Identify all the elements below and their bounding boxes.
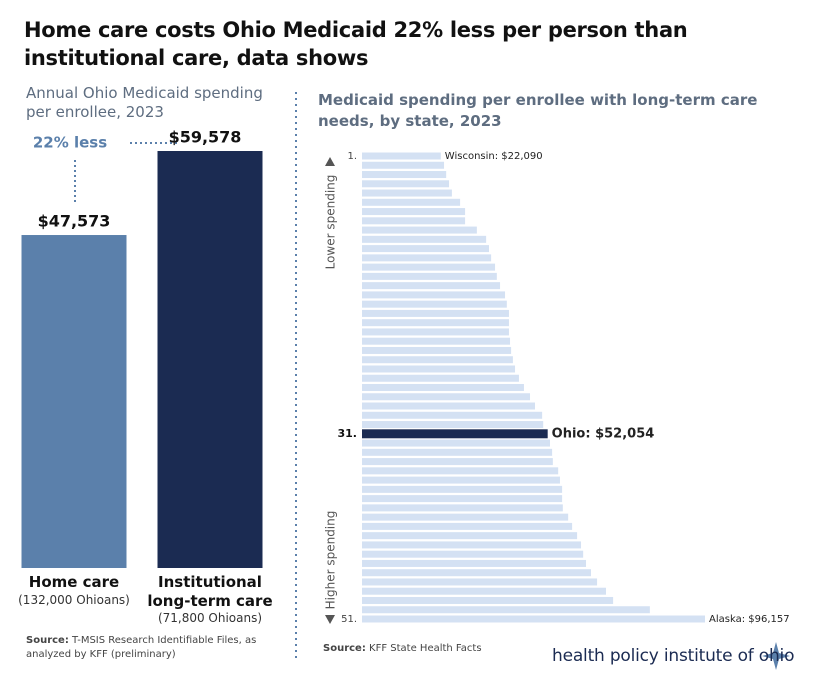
source: Source: T-MSIS Research Identifiable Fil…: [26, 634, 276, 662]
category-label: Institutional long-term care: [147, 573, 273, 610]
value-label: $59,578: [169, 128, 242, 147]
category-label: Home care: [28, 573, 120, 591]
bar: [362, 429, 548, 439]
bar: [362, 152, 441, 160]
axis-label: Lower spending: [324, 175, 338, 270]
bar: [362, 272, 497, 280]
rank-label: 31.: [338, 427, 358, 440]
bar: [362, 606, 650, 614]
value-label: Alaska: $96,157: [709, 614, 790, 625]
bar: [362, 504, 563, 512]
bar: [362, 161, 445, 169]
axis-label: Higher spending: [324, 511, 338, 610]
bar: [21, 235, 127, 568]
rank-label: 1.: [347, 151, 357, 162]
bar: [362, 356, 513, 364]
bar: [362, 550, 584, 558]
arrow-down: [325, 615, 335, 624]
bar: [362, 559, 587, 567]
source-label: Source:: [323, 643, 366, 654]
bar: [362, 171, 447, 179]
bar: [362, 300, 507, 308]
bar: [362, 541, 582, 549]
subtitle: Medicaid spending per enrollee with long…: [318, 91, 758, 130]
bar: [362, 189, 452, 197]
value-label: Ohio: $52,054: [552, 426, 655, 441]
bar: [362, 180, 450, 188]
bar: [362, 393, 531, 401]
bar: [362, 226, 477, 234]
value-label: Wisconsin: $22,090: [445, 151, 543, 162]
bar: [362, 522, 573, 530]
bar: [362, 217, 466, 225]
annotation: 22% less: [33, 134, 107, 152]
source-label: Source:: [26, 635, 69, 646]
source-text: T-MSIS Research Identifiable Files, as a…: [26, 635, 257, 660]
bar: [362, 328, 509, 336]
bar: [362, 245, 489, 253]
bar: [362, 495, 563, 503]
rank-label: 51.: [341, 614, 357, 625]
bar: [362, 467, 559, 475]
bar: [362, 365, 516, 373]
bar: [362, 198, 461, 206]
bar: [362, 532, 578, 540]
logo-star: [762, 642, 790, 670]
bar: [362, 346, 512, 354]
bar: [362, 319, 509, 327]
arrow-up: [325, 157, 335, 166]
bar: [362, 421, 544, 429]
source-text: KFF State Health Facts: [369, 643, 482, 654]
title: Home care costs Ohio Medicaid 22% less p…: [24, 18, 688, 70]
bar: [362, 615, 705, 623]
value-label: $47,573: [38, 212, 111, 231]
bar: [362, 411, 543, 419]
bar: [362, 208, 466, 216]
bar: [362, 578, 598, 586]
bar: [362, 596, 614, 604]
bar: [362, 374, 519, 382]
bar: [362, 569, 592, 577]
bar: [362, 337, 511, 345]
bar: [362, 439, 550, 447]
bar: [362, 291, 506, 299]
bar: [362, 476, 560, 484]
category-sublabel: (132,000 Ohioans): [18, 593, 130, 607]
bar: [362, 458, 553, 466]
bar: [362, 263, 496, 271]
category-sublabel: (71,800 Ohioans): [157, 611, 263, 625]
bar: [362, 587, 606, 595]
bar: [362, 282, 501, 290]
bar: [362, 384, 524, 391]
bar: [362, 485, 563, 493]
bar: [157, 151, 263, 568]
bar: [362, 309, 509, 317]
bar: [362, 235, 487, 243]
subtitle: Annual Ohio Medicaid spending per enroll…: [26, 84, 263, 121]
bar: [362, 254, 492, 262]
logo: health policy institute of ohio: [552, 646, 795, 666]
bar: [362, 448, 553, 456]
bar: [362, 513, 569, 521]
bar: [362, 402, 536, 410]
source: Source: KFF State Health Facts: [323, 642, 573, 656]
